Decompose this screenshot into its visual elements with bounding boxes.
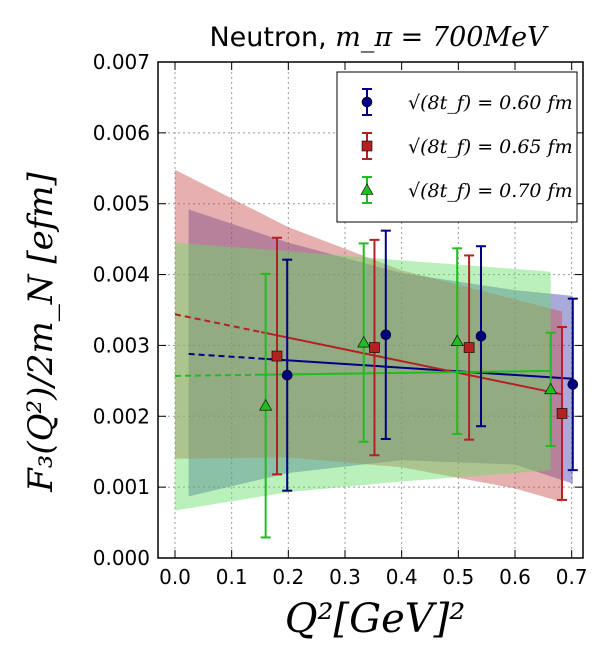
legend: √(8t_f) = 0.60 fm √(8t_f) = 0.65 fm √(8t_f… [336,71,578,223]
data-point-triangle [544,382,558,395]
fit-line [261,369,551,376]
x-tick-label: 0.1 [216,565,248,589]
chart-title-main: Neutron, [209,22,335,53]
chart-title: Neutron, m_π = 700MeV [209,22,549,53]
x-tick-label: 0.0 [159,565,191,589]
legend-label: √(8t_f) = 0.70 fm [408,180,573,202]
fit-line [260,331,563,396]
y-tick-label: 0.001 [93,475,150,499]
x-axis-label: Q²[GeV]² [285,596,466,642]
y-axis-label: F₃(Q²)/2m_N [efm] [21,171,61,492]
y-tick-label: 0.003 [93,333,150,357]
data-point-triangle [259,399,273,411]
x-tick-label: 0.2 [272,565,304,589]
plot-frame [157,61,584,559]
data-point-triangle [360,183,374,195]
y-tick-label: 0.004 [93,263,150,287]
y-axis-label-text: F₃(Q²)/2m_N [efm] [21,171,61,492]
data-point-square [361,140,373,152]
error-band [175,169,563,503]
y-tick-label: 0.006 [93,121,150,145]
x-tick-label: 0.6 [499,565,531,589]
fit-line-extrapolated [174,373,262,377]
data-point-circle [281,369,293,381]
data-point-square [271,350,283,362]
x-axis-label-text: Q²[GeV]² [285,596,466,642]
data-point-circle [567,379,579,390]
data-point-square [463,342,475,353]
fit-line-extrapolated [174,313,262,334]
fit-lines [174,313,573,396]
data-point-square [556,408,568,419]
data-point-circle [475,330,487,342]
x-tick-label: 0.5 [442,565,474,589]
data-point-square [369,342,380,353]
chart-title-math: m_π = 700MeV [335,22,549,53]
fit-line-extrapolated [188,352,262,360]
error-band [188,209,573,497]
data-points [259,229,579,539]
chart-title-text: Neutron, m_π = 700MeV [209,22,549,53]
legend-label: √(8t_f) = 0.60 fm [408,92,573,114]
data-point-triangle [450,334,464,346]
data-point-triangle [357,335,371,348]
y-tick-label: 0.005 [93,192,150,216]
y-tick-label: 0.002 [93,404,150,428]
x-tick-label: 0.7 [556,565,588,589]
x-tick-label: 0.4 [386,565,418,589]
data-point-circle [380,329,392,341]
axis-ticks: 0.0 0.1 0.2 0.3 0.4 0.5 0.6 0.7 0.000 0.001 0.002 0… [93,50,588,589]
legend-box [336,71,578,223]
y-tick-label: 0.000 [93,546,150,570]
fit-line [261,357,573,380]
data-point-circle [361,96,373,108]
legend-label: √(8t_f) = 0.65 fm [408,136,573,158]
y-tick-label: 0.007 [93,50,150,74]
x-tick-label: 0.3 [329,565,361,589]
